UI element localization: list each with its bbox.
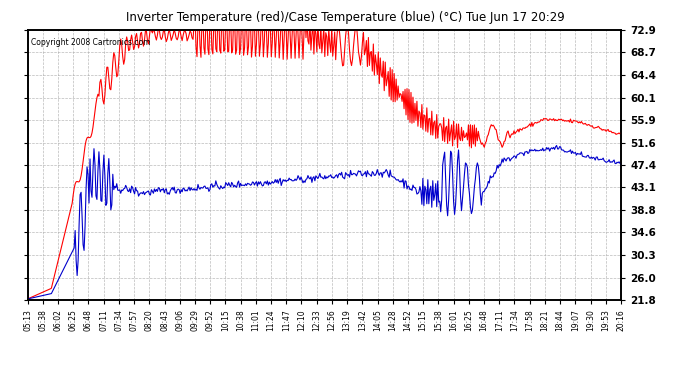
- Text: Copyright 2008 Cartronics.com: Copyright 2008 Cartronics.com: [30, 38, 150, 47]
- Text: Inverter Temperature (red)/Case Temperature (blue) (°C) Tue Jun 17 20:29: Inverter Temperature (red)/Case Temperat…: [126, 11, 564, 24]
